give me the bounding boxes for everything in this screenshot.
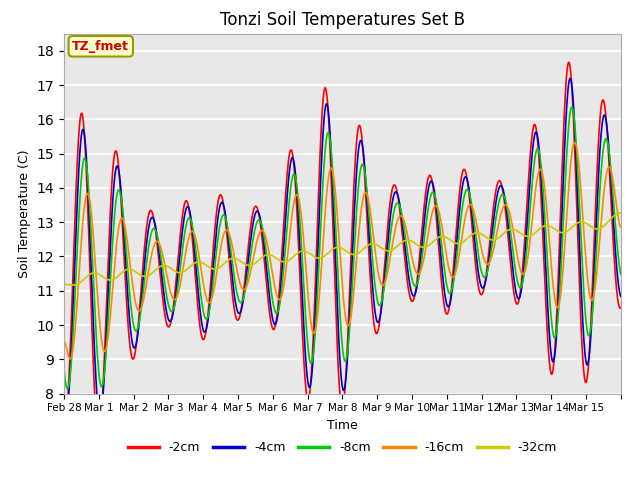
-32cm bbox=[346, 250, 353, 256]
-8cm bbox=[63, 386, 71, 392]
Y-axis label: Soil Temperature (C): Soil Temperature (C) bbox=[18, 149, 31, 278]
-4cm bbox=[617, 293, 625, 299]
-16cm bbox=[571, 140, 579, 145]
X-axis label: Time: Time bbox=[327, 419, 358, 432]
Title: Tonzi Soil Temperatures Set B: Tonzi Soil Temperatures Set B bbox=[220, 11, 465, 29]
-16cm bbox=[71, 330, 79, 336]
-2cm bbox=[70, 229, 78, 235]
-8cm bbox=[582, 315, 589, 321]
-4cm bbox=[346, 323, 353, 329]
-32cm bbox=[312, 255, 320, 261]
-32cm bbox=[160, 263, 168, 268]
-4cm bbox=[312, 293, 320, 299]
-8cm bbox=[346, 331, 353, 337]
-2cm bbox=[444, 310, 452, 315]
-8cm bbox=[60, 366, 68, 372]
Line: -32cm: -32cm bbox=[64, 213, 621, 285]
-4cm bbox=[70, 270, 78, 276]
-8cm bbox=[71, 298, 79, 304]
-32cm bbox=[617, 210, 625, 216]
-32cm bbox=[60, 281, 68, 287]
-4cm bbox=[582, 357, 589, 362]
-16cm bbox=[444, 262, 452, 267]
-4cm bbox=[566, 75, 574, 81]
-4cm bbox=[160, 291, 168, 297]
-2cm bbox=[582, 380, 589, 385]
-2cm bbox=[346, 300, 353, 305]
Line: -2cm: -2cm bbox=[64, 62, 621, 433]
-2cm bbox=[95, 431, 102, 436]
-2cm bbox=[617, 305, 625, 311]
-32cm bbox=[71, 282, 79, 288]
-16cm bbox=[582, 253, 589, 259]
-8cm bbox=[568, 104, 575, 110]
-16cm bbox=[67, 356, 74, 362]
-2cm bbox=[565, 60, 573, 65]
Text: TZ_fmet: TZ_fmet bbox=[72, 40, 129, 53]
Legend: -2cm, -4cm, -8cm, -16cm, -32cm: -2cm, -4cm, -8cm, -16cm, -32cm bbox=[123, 436, 562, 459]
-4cm bbox=[60, 403, 68, 408]
-4cm bbox=[96, 413, 104, 419]
-8cm bbox=[444, 288, 452, 294]
-8cm bbox=[617, 272, 625, 277]
Line: -4cm: -4cm bbox=[64, 78, 621, 416]
-2cm bbox=[60, 422, 68, 428]
-8cm bbox=[160, 276, 168, 281]
Line: -8cm: -8cm bbox=[64, 107, 621, 389]
-32cm bbox=[444, 236, 452, 241]
-16cm bbox=[60, 338, 68, 344]
-8cm bbox=[312, 315, 320, 321]
-16cm bbox=[617, 224, 625, 230]
Line: -16cm: -16cm bbox=[64, 143, 621, 359]
-16cm bbox=[160, 258, 168, 264]
-2cm bbox=[312, 260, 320, 265]
-32cm bbox=[582, 220, 589, 226]
-2cm bbox=[160, 305, 168, 311]
-32cm bbox=[69, 282, 77, 288]
-4cm bbox=[444, 304, 452, 310]
-16cm bbox=[346, 322, 353, 327]
-16cm bbox=[312, 324, 320, 330]
